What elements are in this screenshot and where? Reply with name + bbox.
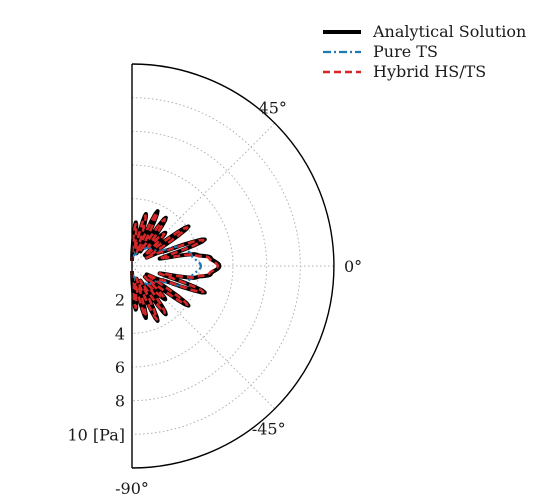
series-group: [130, 209, 222, 323]
tick-labels: 2 4 6 8 10 [Pa] 45° 0° -45° -90°: [67, 98, 362, 498]
legend-label: Analytical Solution: [372, 22, 526, 41]
angular-grid-line: [131, 122, 276, 267]
angular-tick-label: -90°: [115, 479, 149, 498]
radial-tick-label: 2: [115, 291, 125, 310]
angular-tick-label: 0°: [344, 257, 362, 276]
radial-grid-arc: [131, 164, 234, 368]
radial-tick-label: 8: [115, 392, 125, 411]
legend-label: Pure TS: [373, 42, 438, 61]
angular-tick-label: -45°: [252, 420, 286, 439]
outer-arc: [131, 63, 335, 469]
series-line-2: [130, 211, 220, 321]
radial-tick-label: 6: [115, 358, 125, 377]
legend-label: Hybrid HS/TS: [373, 62, 486, 81]
radial-tick-label: 10 [Pa]: [67, 425, 125, 444]
radial-grid-arc: [131, 231, 167, 301]
angular-tick-label: 45°: [259, 98, 287, 117]
series-line-1: [131, 245, 203, 287]
radial-grid-arc: [131, 198, 200, 334]
radial-grid-arc: [131, 130, 268, 402]
polar-frame: [131, 63, 335, 469]
radial-tick-label: 4: [115, 324, 125, 343]
angular-grid-line: [131, 265, 276, 410]
